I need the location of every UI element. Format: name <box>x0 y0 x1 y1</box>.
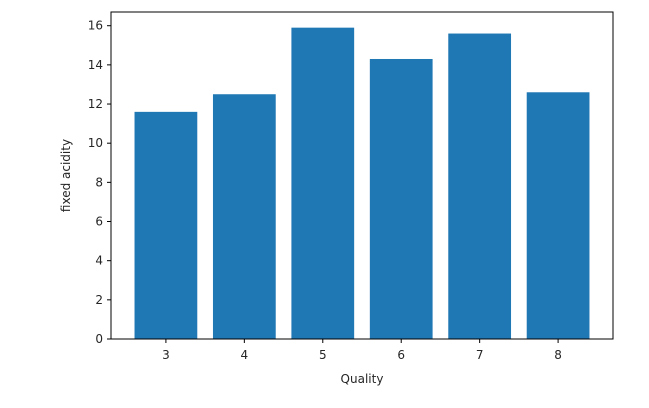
x-tick-label: 7 <box>476 348 484 362</box>
y-tick-label: 12 <box>88 97 103 111</box>
y-tick-label: 0 <box>95 332 103 346</box>
x-tick-label: 6 <box>397 348 405 362</box>
x-tick-label: 5 <box>319 348 327 362</box>
bar-quality-4 <box>212 94 276 340</box>
x-tick-label: 4 <box>241 348 249 362</box>
x-axis-label: Quality <box>341 372 384 386</box>
y-tick-label: 8 <box>95 175 103 189</box>
plot-frame <box>110 11 614 340</box>
y-tick-label: 6 <box>95 215 103 229</box>
x-tick-label: 8 <box>554 348 562 362</box>
y-tick-label: 2 <box>95 293 103 307</box>
bar-quality-7 <box>448 33 512 339</box>
y-tick-label: 16 <box>88 19 103 33</box>
y-tick-label: 10 <box>88 136 103 150</box>
bar-quality-8 <box>526 92 590 339</box>
y-tick-label: 14 <box>88 58 103 72</box>
y-axis-label: fixed acidity <box>59 139 73 212</box>
x-tick-label: 3 <box>162 348 170 362</box>
y-axis-ticks: 0 2 4 6 8 10 12 14 16 <box>88 19 111 346</box>
bars-group <box>134 27 590 340</box>
x-axis-ticks: 3 4 5 6 7 8 <box>162 339 562 362</box>
y-tick-label: 4 <box>95 254 103 268</box>
bar-quality-5 <box>291 27 355 339</box>
bar-quality-6 <box>369 58 433 340</box>
bar-quality-3 <box>134 111 198 339</box>
